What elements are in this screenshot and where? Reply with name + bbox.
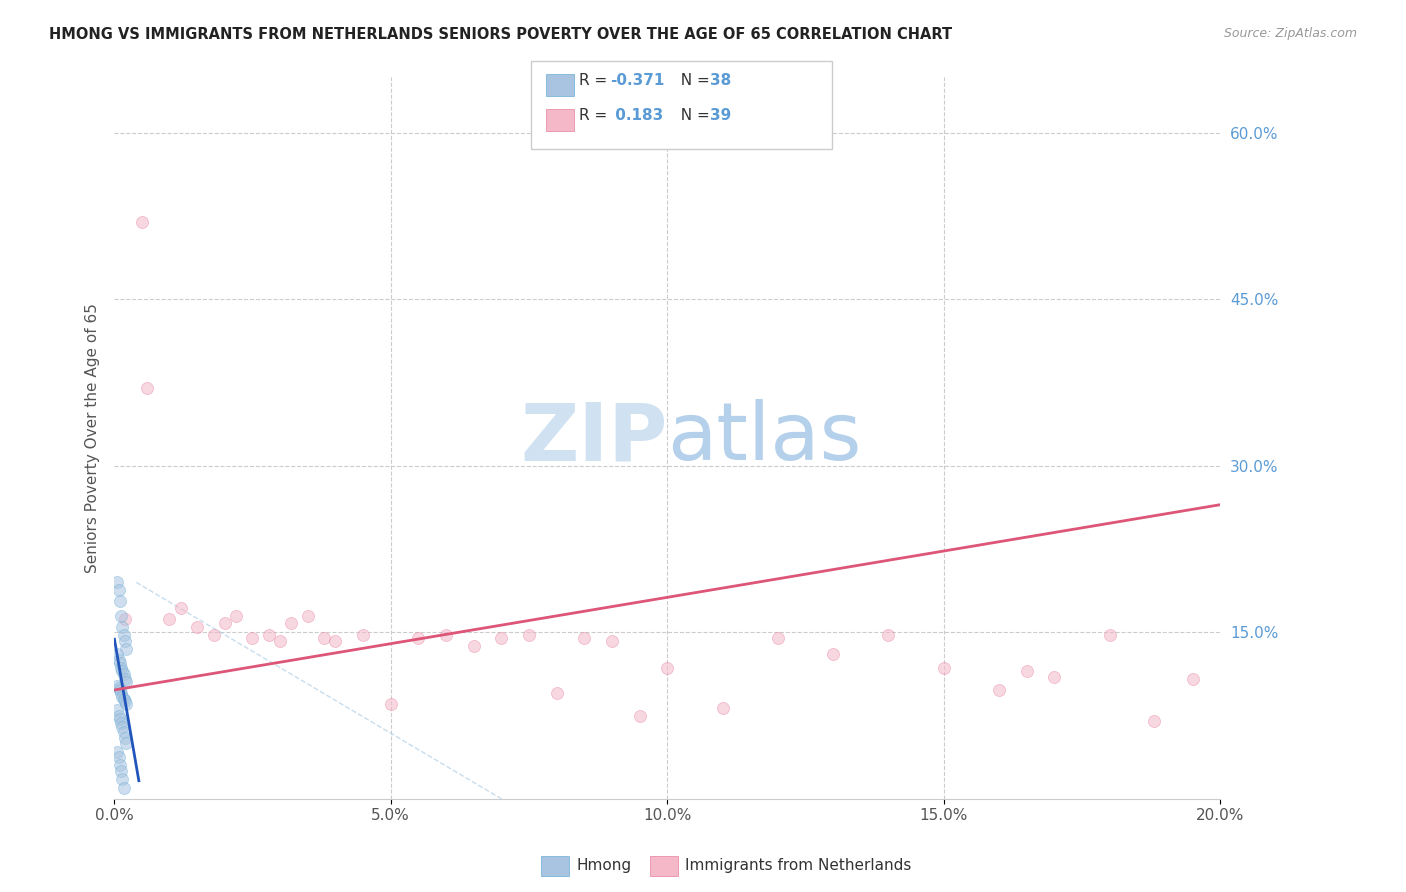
Point: [1143, 714, 1166, 728]
Text: N =: N =: [671, 73, 714, 88]
Point: [112, 780, 135, 795]
Point: [107, 708, 129, 723]
Text: HMONG VS IMMIGRANTS FROM NETHERLANDS SENIORS POVERTY OVER THE AGE OF 65 CORRELAT: HMONG VS IMMIGRANTS FROM NETHERLANDS SEN…: [49, 27, 952, 42]
Point: [214, 616, 236, 631]
Point: [108, 712, 131, 726]
Point: [159, 612, 181, 626]
Point: [242, 631, 264, 645]
Text: -0.371: -0.371: [610, 73, 665, 88]
Point: [823, 648, 845, 662]
Point: [257, 627, 280, 641]
Text: ZIP: ZIP: [520, 399, 668, 477]
Text: 39: 39: [710, 108, 731, 123]
Text: R =: R =: [579, 108, 613, 123]
Point: [110, 716, 132, 731]
Point: [408, 631, 430, 645]
Point: [105, 703, 128, 717]
Point: [169, 600, 191, 615]
Point: [491, 631, 513, 645]
Point: [269, 634, 291, 648]
Text: Immigrants from Netherlands: Immigrants from Netherlands: [685, 858, 911, 872]
Point: [463, 639, 485, 653]
Point: [114, 612, 136, 626]
Point: [111, 720, 134, 734]
Point: [186, 620, 208, 634]
Point: [988, 683, 1011, 698]
Point: [110, 661, 132, 675]
Point: [112, 667, 135, 681]
Point: [657, 661, 679, 675]
Point: [112, 627, 135, 641]
Point: [114, 731, 136, 745]
Point: [517, 627, 540, 641]
Text: Source: ZipAtlas.com: Source: ZipAtlas.com: [1223, 27, 1357, 40]
Point: [105, 679, 128, 693]
Text: 38: 38: [710, 73, 731, 88]
Point: [110, 764, 132, 778]
Point: [111, 690, 134, 704]
Point: [131, 215, 153, 229]
Point: [114, 672, 136, 686]
Point: [574, 631, 596, 645]
Point: [110, 686, 132, 700]
Point: [111, 664, 134, 678]
Point: [107, 749, 129, 764]
Point: [112, 692, 135, 706]
Point: [711, 700, 734, 714]
Y-axis label: Seniors Poverty Over the Age of 65: Seniors Poverty Over the Age of 65: [86, 303, 100, 573]
Point: [932, 661, 955, 675]
Point: [111, 772, 134, 786]
Point: [110, 608, 132, 623]
Text: 0.183: 0.183: [610, 108, 664, 123]
Point: [114, 634, 136, 648]
Point: [112, 725, 135, 739]
Point: [1098, 627, 1121, 641]
Point: [108, 594, 131, 608]
Point: [136, 381, 159, 395]
Point: [107, 681, 129, 695]
Point: [1043, 670, 1066, 684]
Point: [314, 631, 336, 645]
Point: [105, 648, 128, 662]
Point: [600, 634, 623, 648]
Point: [766, 631, 789, 645]
Point: [108, 657, 131, 671]
Point: [107, 583, 129, 598]
Point: [1015, 664, 1038, 678]
Point: [202, 627, 225, 641]
Point: [111, 620, 134, 634]
Point: [1181, 672, 1204, 686]
Point: [115, 698, 138, 712]
Point: [628, 708, 651, 723]
Point: [280, 616, 302, 631]
Point: [114, 694, 136, 708]
Text: N =: N =: [671, 108, 714, 123]
Point: [105, 745, 128, 759]
Point: [108, 683, 131, 698]
Point: [225, 608, 247, 623]
Text: atlas: atlas: [668, 399, 862, 477]
Point: [107, 653, 129, 667]
Point: [105, 575, 128, 590]
Point: [434, 627, 457, 641]
Text: R =: R =: [579, 73, 613, 88]
Point: [546, 686, 568, 700]
Point: [115, 642, 138, 657]
Point: [108, 758, 131, 772]
Point: [115, 736, 138, 750]
Text: Hmong: Hmong: [576, 858, 631, 872]
Point: [297, 608, 319, 623]
Point: [877, 627, 900, 641]
Point: [352, 627, 374, 641]
Point: [115, 675, 138, 690]
Point: [325, 634, 347, 648]
Point: [380, 698, 402, 712]
